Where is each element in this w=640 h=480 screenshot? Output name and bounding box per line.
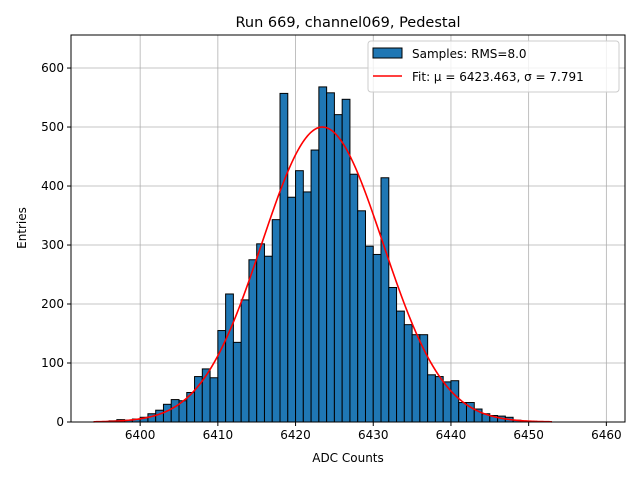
- histogram-bar: [434, 376, 444, 423]
- y-tick-label: 0: [56, 415, 64, 429]
- y-axis-label: Entries: [15, 207, 29, 249]
- y-tick-label: 100: [41, 356, 64, 370]
- histogram-bar: [170, 399, 180, 423]
- histogram-bar: [162, 403, 172, 423]
- histogram-bar: [310, 149, 320, 423]
- histogram-bar: [279, 92, 289, 423]
- histogram-bar: [302, 191, 312, 423]
- y-tick-label: 400: [41, 179, 64, 193]
- histogram-bar: [209, 377, 219, 423]
- histogram-bar: [201, 368, 211, 423]
- histogram-bar: [287, 196, 297, 423]
- x-axis-label: ADC Counts: [312, 451, 384, 465]
- y-tick-label: 200: [41, 297, 64, 311]
- histogram-bar: [155, 409, 164, 423]
- histogram-bar: [450, 380, 460, 423]
- histogram-bar: [427, 374, 436, 423]
- histogram-bar: [380, 177, 390, 423]
- ticks: 6400 6410 6420 6430 6440 6450 6460 0 100 200 300 40…: [41, 61, 622, 442]
- histogram-bar: [458, 402, 467, 423]
- legend-swatch-samples: [372, 47, 403, 59]
- x-tick-label: 6460: [591, 428, 622, 442]
- axes-frame: [70, 34, 626, 423]
- histogram-bar: [364, 245, 374, 423]
- x-tick-label: 6440: [436, 428, 467, 442]
- histogram-bar: [411, 334, 421, 423]
- legend-label-samples: Samples: RMS=8.0: [412, 47, 527, 61]
- x-tick-label: 6430: [358, 428, 389, 442]
- histogram-bar: [357, 210, 366, 423]
- histogram-bar: [263, 255, 273, 423]
- chart-title: Run 669, channel069, Pedestal: [235, 15, 460, 31]
- x-tick-label: 6400: [125, 428, 156, 442]
- x-tick-label: 6410: [203, 428, 234, 442]
- bars: [108, 86, 537, 423]
- histogram-bar: [396, 310, 405, 423]
- legend: Samples: RMS=8.0 Fit: μ = 6423.463, σ = …: [367, 40, 620, 93]
- histogram-bar: [295, 170, 304, 423]
- y-tick-label: 300: [41, 238, 64, 252]
- histogram-bar: [240, 299, 250, 423]
- x-tick-label: 6420: [280, 428, 311, 442]
- y-tick-label: 500: [41, 120, 64, 134]
- y-tick-label: 600: [41, 61, 64, 75]
- histogram-bar: [232, 341, 242, 423]
- histogram-bar: [248, 259, 258, 423]
- histogram-bar: [333, 114, 343, 423]
- histogram-bar: [271, 219, 281, 423]
- histogram-bar: [388, 286, 398, 423]
- histogram-bar: [442, 381, 452, 423]
- histogram-bar: [403, 324, 413, 423]
- histogram-bar: [318, 86, 328, 423]
- legend-label-fit: Fit: μ = 6423.463, σ = 7.791: [412, 70, 584, 84]
- histogram-bar: [372, 253, 382, 423]
- histogram-bar: [349, 173, 359, 423]
- x-tick-label: 6450: [513, 428, 544, 442]
- fit-curve: [93, 126, 552, 423]
- legend-box: [367, 40, 620, 93]
- histogram-bar: [256, 243, 265, 423]
- histogram-bar: [225, 293, 234, 423]
- histogram-bar: [326, 92, 335, 423]
